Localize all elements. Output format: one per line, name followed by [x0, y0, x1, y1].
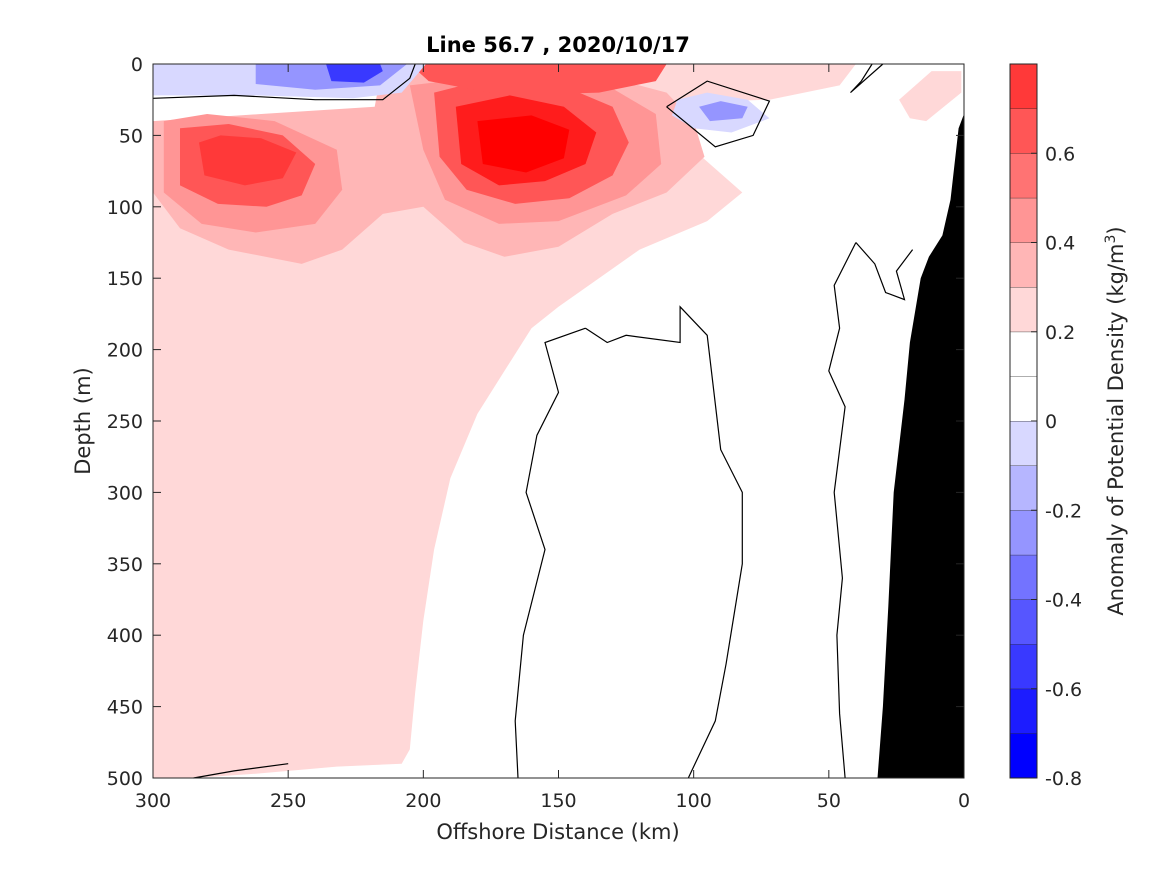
density-region-red-top-strip — [409, 64, 667, 96]
x-axis-label: Offshore Distance (km) — [436, 820, 679, 844]
colorbar-label-close: ) — [1104, 226, 1128, 234]
density-region-deep-red-right-core — [477, 115, 570, 173]
colorbar-swatch — [1010, 465, 1037, 511]
colorbar-label-main: Anomaly of Potential Density (kg/m — [1104, 244, 1128, 616]
bathymetry-shelf — [877, 114, 964, 778]
colorbar-swatch — [1010, 197, 1037, 243]
colorbar-swatch — [1010, 733, 1037, 778]
contour-zero-contour-interior — [514, 327, 586, 779]
y-axis: 0 50 100 150 200 250 300 350 400 450 500 — [107, 54, 964, 790]
colorbar-swatch — [1010, 554, 1037, 600]
colorbar-swatch — [1010, 153, 1037, 198]
colorbar-frame — [1009, 63, 1038, 779]
density-region-pale-pink-body — [153, 121, 743, 779]
x-tick-label: 100 — [676, 790, 712, 812]
colorbar-tick-label: 0.4 — [1045, 233, 1075, 255]
contour-zero-contour-slope — [828, 242, 857, 779]
density-region-blue-top-core — [326, 64, 383, 83]
colorbar-swatch — [1010, 108, 1037, 154]
chart-title: Line 56.7 , 2020/10/17 — [426, 33, 690, 57]
density-region-coast-pink-patch — [899, 71, 962, 122]
colorbar-swatch — [1010, 688, 1037, 734]
contour-zero-contour-top — [152, 63, 416, 101]
bathymetry-layer — [877, 114, 964, 778]
contour-zero-contour-right-loop — [666, 80, 771, 148]
density-fill-layer — [153, 64, 962, 779]
y-tick-label: 0 — [131, 54, 143, 76]
y-tick-label: 50 — [119, 125, 143, 147]
x-tick-label: 200 — [405, 790, 441, 812]
y-tick-label: 150 — [107, 268, 143, 290]
colorbar-tick-label: -0.4 — [1045, 590, 1082, 612]
colorbar-label: Anomaly of Potential Density (kg/m3) — [1103, 226, 1128, 615]
x-tick-label: 150 — [540, 790, 576, 812]
colorbar-swatch — [1010, 376, 1037, 421]
colorbar-tick-label: 0 — [1045, 411, 1057, 433]
contour-layer — [152, 63, 914, 779]
x-tick-label: 0 — [958, 790, 970, 812]
colorbar-swatch — [1010, 64, 1037, 109]
y-axis-label: Depth (m) — [71, 367, 95, 474]
colorbar: -0.8 -0.6 -0.4 -0.2 0 0.2 0.4 0.6 Anomaly of Po… — [1009, 63, 1128, 790]
plot-area — [152, 63, 965, 779]
y-tick-label: 200 — [107, 340, 143, 362]
y-tick-label: 500 — [107, 768, 143, 790]
colorbar-swatch — [1010, 287, 1037, 332]
colorbar-swatches — [1010, 63, 1037, 778]
colorbar-tick-label: -0.8 — [1045, 768, 1082, 790]
contour-zero-contour-slope-2 — [855, 242, 914, 301]
colorbar-tick-label: 0.6 — [1045, 143, 1075, 165]
x-tick-label: 300 — [135, 790, 171, 812]
colorbar-ticks: -0.8 -0.6 -0.4 -0.2 0 0.2 0.4 0.6 — [1031, 143, 1082, 790]
colorbar-tick-label: -0.6 — [1045, 679, 1082, 701]
y-tick-label: 100 — [107, 197, 143, 219]
colorbar-tick-label: 0.2 — [1045, 322, 1075, 344]
colorbar-tick-label: -0.2 — [1045, 500, 1082, 522]
colorbar-swatch — [1010, 510, 1037, 555]
density-region-deep-red-left — [199, 135, 297, 186]
contour-zero-contour-interior-2 — [585, 305, 743, 779]
colorbar-swatch — [1010, 331, 1037, 377]
y-tick-label: 250 — [107, 411, 143, 433]
contour-zero-contour-coast — [850, 63, 884, 94]
colorbar-swatch — [1010, 421, 1037, 466]
x-tick-label: 50 — [817, 790, 841, 812]
contour-zero-contour-bottom — [193, 763, 289, 779]
colorbar-label-exponent: 3 — [1103, 235, 1119, 244]
colorbar-swatch — [1010, 644, 1037, 689]
density-region-blue-small-core — [699, 101, 748, 122]
x-axis: 300 250 200 150 100 50 0 — [135, 64, 970, 812]
colorbar-swatch — [1010, 242, 1037, 288]
x-tick-label: 250 — [270, 790, 306, 812]
y-tick-label: 300 — [107, 482, 143, 504]
y-tick-label: 450 — [107, 697, 143, 719]
colorbar-swatch — [1010, 599, 1037, 645]
y-tick-label: 400 — [107, 625, 143, 647]
y-tick-label: 350 — [107, 554, 143, 576]
